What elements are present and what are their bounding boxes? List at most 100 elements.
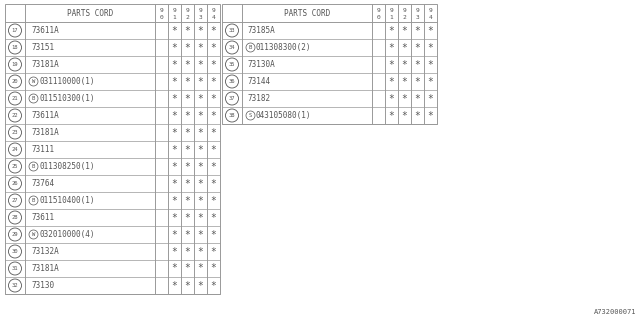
- Text: *: *: [184, 263, 191, 274]
- Text: *: *: [211, 196, 216, 205]
- Text: 20: 20: [12, 79, 19, 84]
- Text: *: *: [211, 76, 216, 86]
- Text: *: *: [211, 110, 216, 121]
- Text: *: *: [184, 43, 191, 52]
- Text: *: *: [184, 26, 191, 36]
- Text: *: *: [198, 263, 204, 274]
- Text: *: *: [172, 127, 177, 138]
- Text: 32: 32: [12, 283, 19, 288]
- Text: B: B: [32, 96, 35, 101]
- Text: *: *: [211, 246, 216, 257]
- Text: 28: 28: [12, 215, 19, 220]
- Text: 73182: 73182: [248, 94, 271, 103]
- Text: 73611: 73611: [31, 213, 54, 222]
- Circle shape: [8, 160, 22, 173]
- Circle shape: [225, 92, 239, 105]
- Circle shape: [8, 58, 22, 71]
- Text: *: *: [401, 60, 408, 69]
- Text: *: *: [388, 43, 394, 52]
- Text: 9: 9: [415, 7, 419, 12]
- Text: 18: 18: [12, 45, 19, 50]
- Circle shape: [225, 109, 239, 122]
- Text: 2: 2: [403, 14, 406, 20]
- Text: 73144: 73144: [248, 77, 271, 86]
- Text: *: *: [415, 110, 420, 121]
- Text: *: *: [198, 127, 204, 138]
- Circle shape: [8, 109, 22, 122]
- Text: *: *: [172, 26, 177, 36]
- Text: *: *: [184, 246, 191, 257]
- Circle shape: [29, 230, 38, 239]
- Text: 19: 19: [12, 62, 19, 67]
- Circle shape: [8, 194, 22, 207]
- Text: B: B: [32, 164, 35, 169]
- Text: *: *: [198, 145, 204, 155]
- Text: 9: 9: [403, 7, 406, 12]
- Text: *: *: [198, 179, 204, 188]
- Text: 17: 17: [12, 28, 19, 33]
- Text: *: *: [172, 212, 177, 222]
- Text: 25: 25: [12, 164, 19, 169]
- Circle shape: [8, 75, 22, 88]
- Text: *: *: [184, 93, 191, 103]
- Circle shape: [225, 24, 239, 37]
- Text: 23: 23: [12, 130, 19, 135]
- Text: 31: 31: [12, 266, 19, 271]
- Text: *: *: [211, 127, 216, 138]
- Text: *: *: [401, 110, 408, 121]
- Text: 011510300(1): 011510300(1): [39, 94, 95, 103]
- Circle shape: [29, 196, 38, 205]
- Text: *: *: [211, 145, 216, 155]
- Text: *: *: [184, 127, 191, 138]
- Text: 37: 37: [228, 96, 236, 101]
- Text: 73185A: 73185A: [248, 26, 276, 35]
- Text: *: *: [172, 196, 177, 205]
- Text: 4: 4: [212, 14, 216, 20]
- Text: *: *: [428, 60, 433, 69]
- Text: *: *: [211, 229, 216, 239]
- Bar: [222, 4, 437, 124]
- Circle shape: [246, 111, 255, 120]
- Text: 9: 9: [376, 7, 380, 12]
- Circle shape: [8, 177, 22, 190]
- Text: *: *: [172, 110, 177, 121]
- Text: 38: 38: [228, 113, 236, 118]
- Text: 043105080(1): 043105080(1): [256, 111, 312, 120]
- Text: *: *: [401, 26, 408, 36]
- Circle shape: [8, 126, 22, 139]
- Text: 9: 9: [186, 7, 189, 12]
- Text: 73130: 73130: [31, 281, 54, 290]
- Circle shape: [8, 228, 22, 241]
- Text: *: *: [172, 246, 177, 257]
- Text: *: *: [184, 229, 191, 239]
- Text: 73130A: 73130A: [248, 60, 276, 69]
- Text: *: *: [198, 60, 204, 69]
- Circle shape: [8, 41, 22, 54]
- Circle shape: [8, 262, 22, 275]
- Text: 73151: 73151: [31, 43, 54, 52]
- Circle shape: [225, 58, 239, 71]
- Text: *: *: [184, 162, 191, 172]
- Text: *: *: [415, 26, 420, 36]
- Circle shape: [8, 143, 22, 156]
- Text: *: *: [211, 263, 216, 274]
- Circle shape: [8, 24, 22, 37]
- Circle shape: [246, 43, 255, 52]
- Text: PARTS CORD: PARTS CORD: [67, 9, 113, 18]
- Text: 2: 2: [186, 14, 189, 20]
- Circle shape: [225, 75, 239, 88]
- Text: *: *: [198, 246, 204, 257]
- Text: 36: 36: [228, 79, 236, 84]
- Text: 011510400(1): 011510400(1): [39, 196, 95, 205]
- Text: W: W: [32, 232, 35, 237]
- Text: *: *: [172, 60, 177, 69]
- Text: 1: 1: [173, 14, 177, 20]
- Text: S: S: [249, 113, 252, 118]
- Text: *: *: [388, 26, 394, 36]
- Text: *: *: [211, 212, 216, 222]
- Text: *: *: [211, 26, 216, 36]
- Text: *: *: [184, 60, 191, 69]
- Text: 73132A: 73132A: [31, 247, 59, 256]
- Text: *: *: [211, 93, 216, 103]
- Text: *: *: [198, 229, 204, 239]
